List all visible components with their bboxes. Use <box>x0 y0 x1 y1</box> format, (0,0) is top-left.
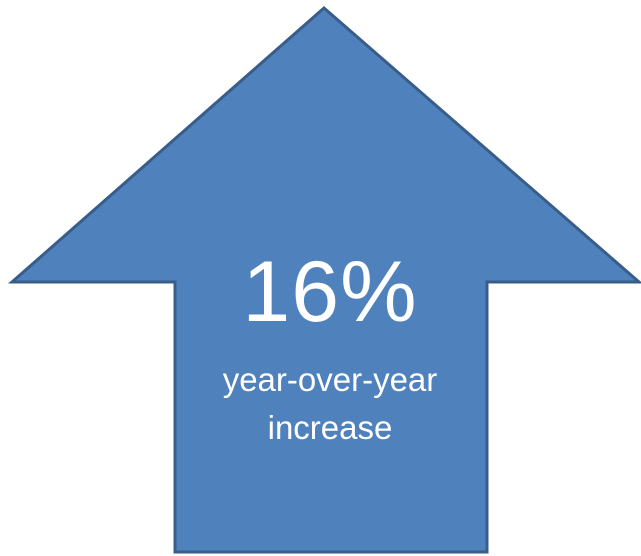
percentage-value: 16% <box>242 244 418 340</box>
increase-caption: year-over-year increase <box>222 361 438 446</box>
arrow-body <box>8 6 641 554</box>
arrow-label: 16% year-over-year increase <box>175 242 485 452</box>
